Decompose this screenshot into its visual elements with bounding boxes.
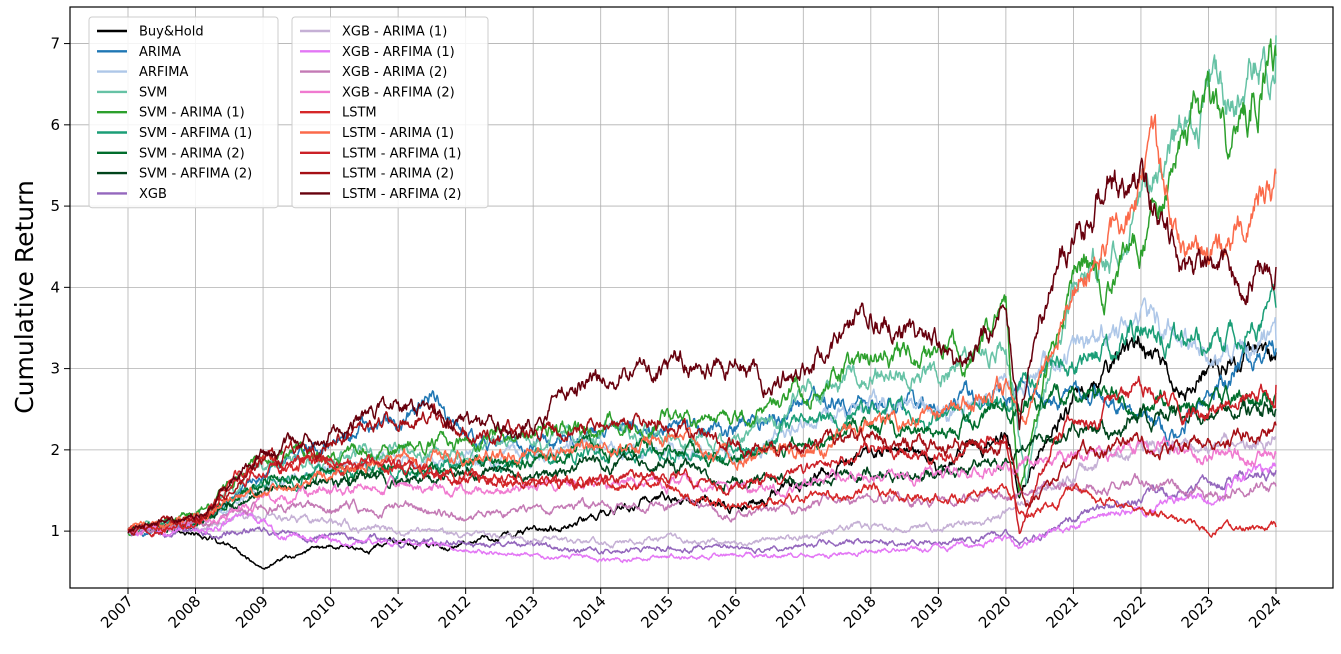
legend-label: SVM - ARIMA (2) bbox=[139, 146, 245, 161]
legend-label: XGB - ARFIMA (2) bbox=[342, 85, 455, 100]
series-line-17 bbox=[127, 157, 1277, 534]
series-line-4 bbox=[127, 38, 1277, 537]
legend-label: SVM - ARIMA (1) bbox=[139, 106, 245, 121]
legend-label: SVM - ARFIMA (2) bbox=[139, 167, 252, 182]
y-axis-title: Cumulative Return bbox=[10, 180, 39, 414]
legend-label: SVM - ARFIMA (1) bbox=[139, 126, 252, 141]
legend-label: LSTM - ARFIMA (1) bbox=[342, 146, 462, 161]
series-lines bbox=[127, 35, 1277, 570]
series-line-9 bbox=[127, 432, 1277, 549]
legend-label: LSTM - ARIMA (2) bbox=[342, 167, 454, 182]
series-line-11 bbox=[127, 472, 1277, 534]
legend-label: Buy&Hold bbox=[139, 25, 204, 40]
legend-label: XGB - ARIMA (2) bbox=[342, 65, 447, 80]
legend-box bbox=[88, 16, 279, 209]
y-tick-label: 6 bbox=[50, 116, 60, 134]
series-line-14 bbox=[127, 114, 1277, 531]
legend-label: XGB bbox=[139, 187, 167, 202]
plot-frame bbox=[69, 6, 1334, 589]
y-tick-label: 5 bbox=[50, 197, 60, 215]
y-axis: 1 2 3 4 5 6 7 bbox=[50, 35, 70, 540]
series-line-8 bbox=[127, 469, 1277, 555]
legend: Buy&Hold ARIMA ARFIMA SVM SVM - ARIMA (1) SVM… bbox=[88, 16, 489, 209]
legend-label: XGB - ARFIMA (1) bbox=[342, 45, 455, 60]
legend-label: LSTM - ARFIMA (2) bbox=[342, 187, 462, 202]
y-tick-label: 7 bbox=[50, 35, 60, 53]
series-line-7 bbox=[127, 399, 1277, 534]
series-line-10 bbox=[127, 462, 1277, 564]
legend-label: ARFIMA bbox=[139, 65, 188, 80]
y-tick-label: 3 bbox=[50, 360, 60, 378]
legend-box bbox=[291, 16, 489, 209]
y-tick-label: 1 bbox=[50, 522, 60, 540]
legend-label: XGB - ARIMA (1) bbox=[342, 25, 447, 40]
series-line-13 bbox=[127, 451, 1277, 538]
series-line-16 bbox=[127, 403, 1277, 536]
legend-label: LSTM - ARIMA (1) bbox=[342, 126, 454, 141]
legend-label: SVM bbox=[139, 85, 167, 100]
legend-label: ARIMA bbox=[139, 45, 181, 60]
series-line-12 bbox=[127, 435, 1277, 536]
legend-label: LSTM bbox=[342, 106, 377, 121]
y-tick-label: 4 bbox=[50, 278, 60, 296]
series-line-5 bbox=[127, 283, 1277, 535]
y-tick-label: 2 bbox=[50, 441, 60, 459]
